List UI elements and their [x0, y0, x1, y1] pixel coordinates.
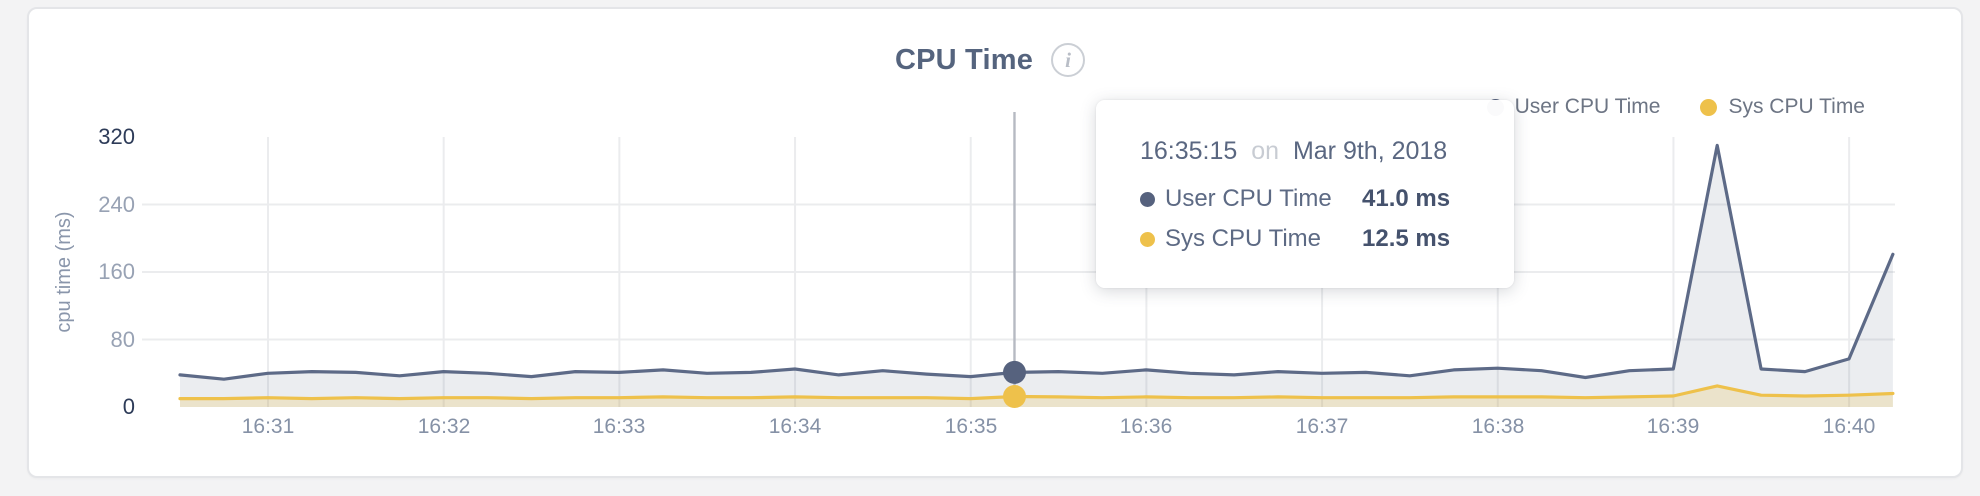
legend-label-user: User CPU Time [1514, 95, 1661, 118]
hover-crosshair [1002, 112, 1026, 408]
line-sys-cpu [178, 384, 1895, 401]
legend-label-sys: Sys CPU Time [1728, 95, 1865, 118]
y-tick: 80 [111, 327, 135, 352]
chart-legend: User CPU Time Sys CPU Time [1486, 95, 1865, 119]
x-tick: 16:36 [1120, 415, 1173, 438]
chart-tooltip: 16:35:15 on Mar 9th, 2018 User CPU Time … [1096, 100, 1514, 288]
hover-dot-sys [1002, 384, 1026, 408]
tooltip-user-dot-icon [1140, 191, 1155, 207]
x-tick: 16:37 [1296, 415, 1349, 438]
tooltip-rows: User CPU Time 41.0 ms Sys CPU Time 12.5 … [1140, 179, 1486, 259]
tooltip-row-sys: Sys CPU Time 12.5 ms [1140, 219, 1486, 259]
chart-header: CPU Time i [0, 40, 1980, 80]
tooltip-date: Mar 9th, 2018 [1292, 137, 1448, 165]
chart-title: CPU Time [894, 43, 1034, 76]
horizontal-gridlines [142, 203, 1895, 341]
cpu-time-card [27, 7, 1963, 478]
info-icon[interactable]: i [1051, 43, 1086, 77]
x-tick: 16:39 [1647, 415, 1700, 438]
legend-dot-sys-icon [1700, 98, 1718, 116]
y-tick: 160 [98, 259, 135, 284]
area-sys-cpu [180, 385, 1893, 407]
x-tick: 16:33 [593, 415, 646, 438]
tooltip-user-value: 41.0 ms [1362, 185, 1451, 212]
series-layers [178, 143, 1895, 407]
area-user-cpu [180, 145, 1893, 407]
hover-dot-user [1002, 360, 1026, 384]
x-tick: 16:32 [418, 415, 471, 438]
y-axis-ticks: 320 240 160 80 0 [98, 124, 135, 419]
x-axis-ticks: 16:31 16:32 16:33 16:34 16:35 16:36 16:3… [242, 415, 1876, 438]
tooltip-time: 16:35:15 [1140, 137, 1238, 165]
legend-item-sys-cpu[interactable]: Sys CPU Time [1700, 95, 1865, 119]
y-tick: 240 [98, 192, 135, 217]
tooltip-user-label: User CPU Time [1165, 185, 1332, 212]
x-tick: 16:40 [1823, 415, 1876, 438]
line-user-cpu [178, 143, 1895, 381]
x-tick: 16:34 [769, 415, 822, 438]
x-tick: 16:31 [242, 415, 295, 438]
tooltip-sys-label: Sys CPU Time [1165, 225, 1322, 252]
y-axis-label: cpu time (ms) [53, 211, 75, 332]
tooltip-sys-dot-icon [1140, 231, 1155, 247]
x-tick: 16:38 [1472, 415, 1525, 438]
y-tick: 0 [123, 394, 135, 419]
y-tick: 320 [98, 124, 135, 149]
tooltip-row-user: User CPU Time 41.0 ms [1140, 179, 1486, 219]
tooltip-title: 16:35:15 on Mar 9th, 2018 [1140, 137, 1448, 165]
x-tick: 16:35 [945, 415, 998, 438]
tooltip-sys-value: 12.5 ms [1362, 225, 1451, 252]
